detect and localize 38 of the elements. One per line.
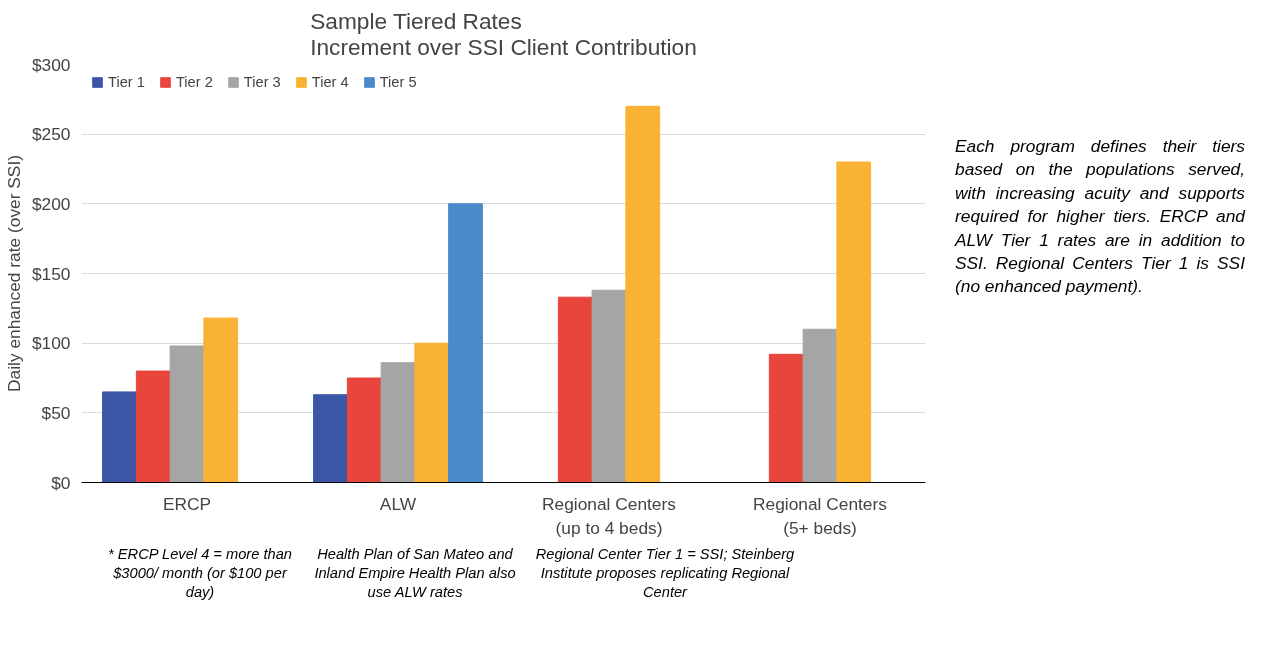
x-tick-label: Regional Centers (5+ beds)	[753, 493, 888, 538]
bar	[625, 105, 661, 483]
text: Each program defines their tiers based on the populations served, with increasing acuity and supports required for higher tiers. ERCP and ALW Tier 1 rates are in addition to SSI. Regional Centers Tier 1 is SSI (no enhanced payment).	[955, 135, 1245, 299]
legend-label: Tier 5	[379, 74, 417, 90]
bar	[313, 394, 348, 483]
bar	[102, 391, 137, 483]
y-tick-label: $50	[41, 402, 71, 423]
y-tick-label: $0	[51, 472, 71, 493]
bar	[591, 289, 627, 483]
bar	[802, 328, 838, 483]
x-tick-label: ERCP	[162, 493, 212, 514]
text: Health Plan of San Mateo and Inland Empire Health Plan also use ALW rates	[313, 545, 517, 603]
bar	[380, 362, 416, 483]
legend-label: Tier 3	[243, 74, 281, 90]
bar	[448, 203, 483, 483]
x-tick-label: Regional Centers (up to 4 beds)	[542, 493, 677, 538]
x-tick-label: ALW	[379, 493, 417, 514]
text: Regional Center Tier 1 = SSI; Steinberg Institute proposes replicating Regional Center	[535, 545, 795, 603]
bar	[557, 296, 593, 483]
bar	[203, 317, 239, 483]
legend-label: Tier 4	[311, 74, 349, 90]
y-tick-label: $250	[31, 124, 71, 145]
chart-subtitle: Increment over SSI Client Contribution	[310, 33, 697, 60]
y-tick-label: $300	[31, 54, 71, 75]
y-tick-label: $150	[31, 263, 71, 284]
legend-label: Tier 2	[175, 74, 213, 90]
bar	[169, 345, 205, 483]
legend-label: Tier 1	[108, 74, 145, 90]
bar	[135, 370, 171, 483]
y-axis-title: Daily enhanced rate (over SSI)	[3, 155, 24, 392]
bar	[768, 353, 804, 483]
text: * ERCP Level 4 = more than $3000/ month (or $100 per day)	[107, 545, 293, 603]
bar	[414, 342, 450, 483]
chart-title: Sample Tiered Rates	[310, 7, 522, 34]
bar	[836, 161, 872, 483]
bar	[346, 377, 382, 483]
y-tick-label: $100	[31, 333, 71, 354]
y-tick-label: $200	[31, 193, 71, 214]
